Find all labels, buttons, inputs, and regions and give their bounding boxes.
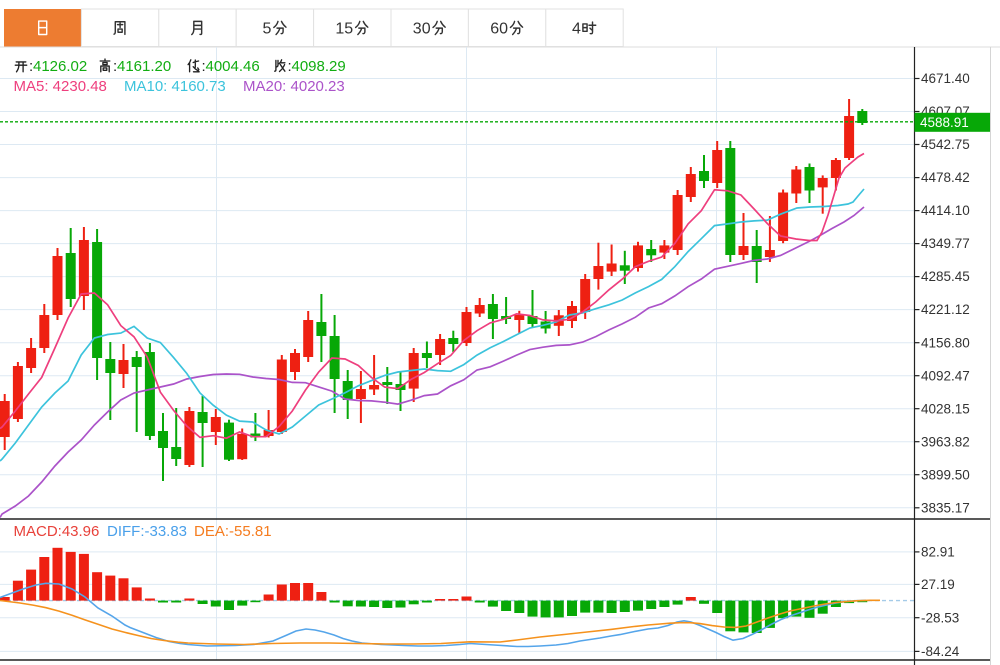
svg-text:15: 15 [335, 21, 353, 38]
svg-text:27.19: 27.19 [921, 577, 955, 592]
svg-text::: : [202, 58, 206, 75]
svg-text:MA5: 4230.48: MA5: 4230.48 [14, 78, 107, 95]
svg-text:4028.15: 4028.15 [921, 401, 970, 416]
svg-text:4349.77: 4349.77 [921, 236, 970, 251]
svg-text:4414.10: 4414.10 [921, 203, 970, 218]
svg-text:-84.24: -84.24 [921, 644, 960, 659]
svg-text:3835.17: 3835.17 [921, 500, 970, 515]
svg-text::: : [29, 58, 33, 75]
svg-text:MACD:43.96: MACD:43.96 [14, 523, 100, 540]
svg-text:4478.42: 4478.42 [921, 170, 970, 185]
svg-text:4285.45: 4285.45 [921, 269, 970, 284]
svg-text:3899.50: 3899.50 [921, 467, 970, 482]
svg-text:-28.53: -28.53 [921, 610, 959, 625]
svg-text:DIFF:-33.83: DIFF:-33.83 [107, 523, 187, 540]
svg-text:4161.20: 4161.20 [117, 58, 171, 75]
svg-text:60: 60 [490, 21, 508, 38]
svg-text:MA10: 4160.73: MA10: 4160.73 [124, 78, 226, 95]
svg-text:5: 5 [262, 21, 271, 38]
svg-text:3963.82: 3963.82 [921, 434, 970, 449]
svg-text:4671.40: 4671.40 [921, 71, 970, 86]
svg-text::: : [288, 58, 292, 75]
svg-text:30: 30 [413, 21, 431, 38]
svg-text:4156.80: 4156.80 [921, 335, 970, 350]
svg-text:4221.12: 4221.12 [921, 302, 970, 317]
svg-text:4004.46: 4004.46 [206, 58, 260, 75]
svg-text:DEA:-55.81: DEA:-55.81 [194, 523, 272, 540]
svg-text:4126.02: 4126.02 [33, 58, 87, 75]
svg-text:82.91: 82.91 [921, 545, 955, 560]
svg-text:4588.91: 4588.91 [920, 115, 969, 130]
svg-text:4092.47: 4092.47 [921, 368, 970, 383]
svg-text::: : [113, 58, 117, 75]
svg-text:4098.29: 4098.29 [292, 58, 346, 75]
svg-text:4542.75: 4542.75 [921, 137, 970, 152]
svg-text:MA20: 4020.23: MA20: 4020.23 [243, 78, 345, 95]
svg-text:4: 4 [572, 21, 581, 38]
